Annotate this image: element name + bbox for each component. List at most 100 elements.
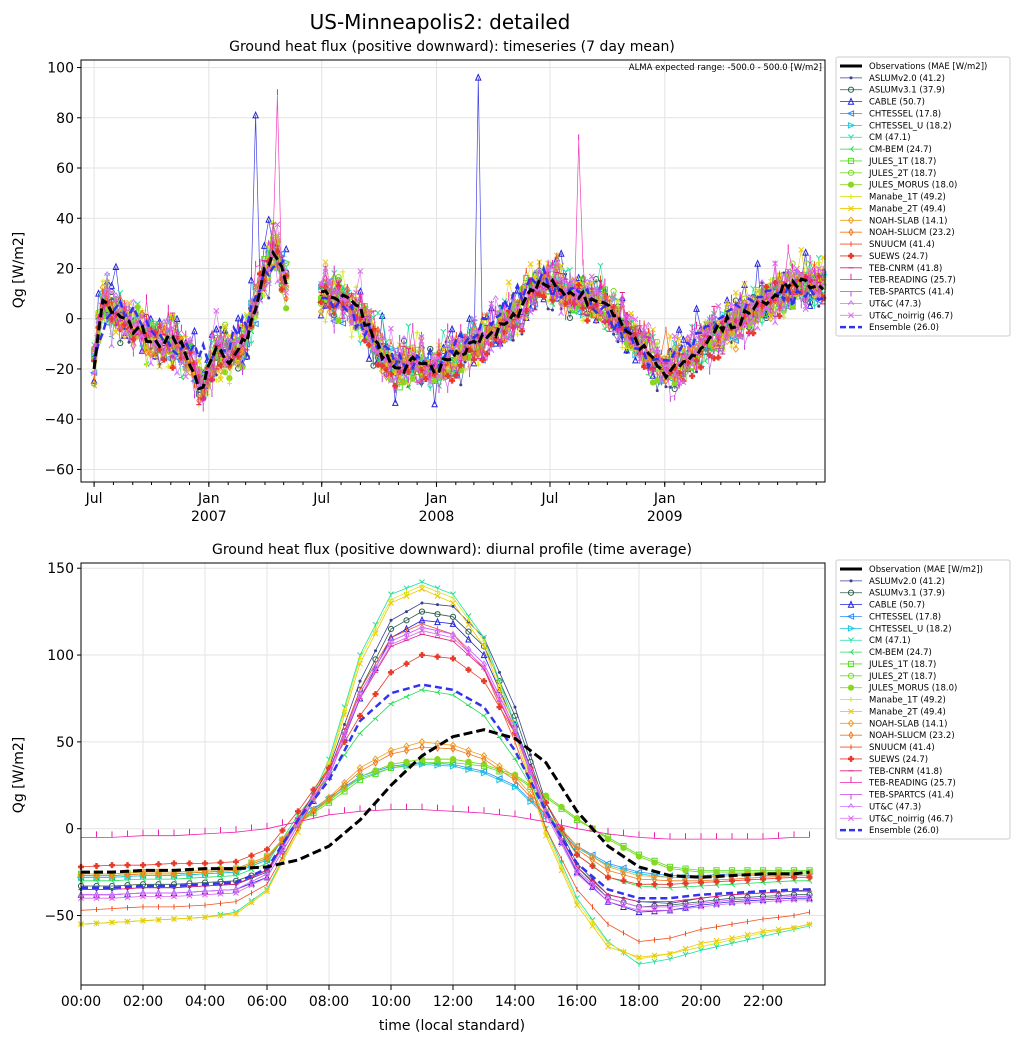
diurnal-point: [666, 865, 674, 872]
diurnal-point: [651, 881, 658, 888]
data-point: [234, 313, 242, 322]
data-point: [234, 360, 242, 369]
diurnal-point: [343, 723, 346, 727]
diurnal-point: [604, 836, 612, 843]
data-point: [405, 323, 412, 329]
xtick-label: Jan: [197, 491, 220, 507]
legend-label: CM-BEM (24.7): [869, 145, 932, 155]
ytick-label: 100: [47, 648, 74, 664]
data-point: [527, 261, 534, 267]
data-point: [566, 314, 574, 322]
legend-label: Observations (MAE [W/m2]): [869, 62, 987, 72]
diurnal-ylabel: Qg [W/m2]: [11, 737, 27, 813]
diurnal-line-chtessel-u: [81, 763, 810, 878]
diurnal-series-jules-morus: [77, 756, 813, 879]
diurnal-line-chtessel: [81, 762, 810, 878]
data-point: [445, 358, 451, 368]
xtick-label: 10:00: [371, 994, 411, 1010]
diurnal-point: [419, 652, 425, 659]
data-point: [619, 344, 625, 351]
diurnal-point: [358, 679, 362, 683]
diurnal-line-jules-2t: [81, 758, 810, 876]
legend-label: ASLUMv3.1 (37.9): [869, 589, 945, 599]
data-point: [391, 398, 399, 406]
legend-label: SUEWS (24.7): [869, 755, 928, 765]
data-point: [803, 259, 809, 265]
data-point: [239, 347, 246, 356]
legend-label: CHTESSEL_U (18.2): [869, 624, 952, 634]
data-point: [322, 319, 329, 325]
legend-label: Observation (MAE [W/m2]): [869, 565, 983, 575]
legend-label: UT&C (47.3): [869, 299, 921, 309]
legend-label: SUEWS (24.7): [869, 252, 928, 262]
diurnal-legend: Observation (MAE [W/m2]) ASLUMv2.0 (41.2)…: [835, 559, 1011, 840]
xtick-label: 20:00: [681, 994, 721, 1010]
legend-label: CM-BEM (24.7): [869, 648, 932, 658]
data-point: [322, 259, 329, 266]
data-point: [505, 279, 512, 286]
data-point: [169, 313, 176, 320]
data-point: [680, 335, 687, 343]
data-point: [715, 354, 722, 361]
data-point: [134, 303, 141, 311]
data-point: [654, 377, 661, 384]
data-point: [261, 293, 267, 299]
diurnal-series-jules-1t: [77, 759, 813, 877]
diurnal-line-noah-slab: [81, 741, 810, 878]
data-point: [566, 267, 573, 273]
data-point: [768, 277, 774, 283]
data-point: [108, 331, 115, 337]
data-point: [462, 367, 468, 373]
xtick-label: 22:00: [743, 994, 783, 1010]
data-point: [728, 344, 735, 350]
legend-label: ASLUMv3.1 (37.9): [869, 86, 945, 96]
diurnal-point: [217, 859, 224, 866]
data-point: [431, 399, 438, 408]
legend-label: UT&C (47.3): [869, 802, 921, 812]
diurnal-point: [372, 691, 379, 698]
ytick-label: 50: [56, 735, 74, 751]
diurnal-series-noah-slab: [77, 737, 813, 882]
diurnal-point: [481, 712, 487, 719]
data-point: [374, 309, 381, 316]
data-point: [335, 317, 342, 324]
data-point: [459, 383, 463, 387]
ytick-label: 20: [56, 261, 74, 277]
diurnal-point: [374, 649, 377, 653]
timeseries-annotation: ALMA expected range: -500.0 - 500.0 [W/m…: [629, 63, 822, 73]
xtick-label: 12:00: [433, 994, 473, 1010]
data-point: [466, 363, 473, 370]
data-point: [191, 326, 198, 335]
data-point: [178, 374, 185, 381]
data-point: [724, 300, 731, 307]
data-point: [675, 325, 683, 333]
diurnal-point: [171, 860, 177, 867]
timeseries-axes: 100 80 60 40 20 0 −20 −40 −60 Jul Jan 2007 Jul Jan 200…: [44, 61, 817, 525]
diurnal-point: [248, 852, 255, 859]
data-point: [112, 262, 120, 271]
legend-label: Manabe_2T (49.4): [869, 204, 946, 214]
legend-label: ASLUMv2.0 (41.2): [869, 74, 945, 84]
data-point: [362, 305, 368, 314]
data-point: [260, 241, 268, 249]
data-point: [576, 300, 582, 309]
data-point: [649, 326, 656, 333]
legend-label: JULES_2T (18.7): [868, 672, 936, 682]
data-point: [474, 73, 482, 81]
data-point: [616, 340, 620, 344]
legend-label: TEB-SPARTCS (41.4): [868, 288, 954, 298]
diurnal-line-suews: [80, 654, 810, 885]
ytick-label: 100: [47, 61, 74, 77]
data-point: [767, 314, 774, 323]
diurnal-point: [573, 815, 581, 822]
legend-label: NOAH-SLAB (14.1): [869, 719, 947, 729]
xtick-label: Jul: [85, 491, 103, 507]
legend-label: JULES_MORUS (18.0): [868, 181, 957, 191]
legend-label: TEB-CNRM (41.8): [868, 264, 942, 274]
xtick-label: Jul: [312, 491, 330, 507]
ytick-label: −50: [44, 909, 74, 925]
legend-label: Manabe_2T (49.4): [869, 707, 946, 717]
diurnal-series-suews: [78, 652, 813, 888]
data-point: [557, 249, 565, 257]
legend-label: JULES_MORUS (18.0): [868, 684, 957, 694]
